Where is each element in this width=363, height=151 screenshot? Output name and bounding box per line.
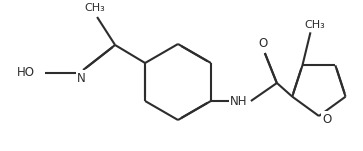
Text: CH₃: CH₃ [304,20,325,30]
Text: CH₃: CH₃ [85,3,106,13]
Text: NH: NH [230,95,248,108]
Text: O: O [258,37,268,50]
Text: O: O [322,112,331,125]
Text: N: N [77,72,85,85]
Text: HO: HO [17,66,35,79]
